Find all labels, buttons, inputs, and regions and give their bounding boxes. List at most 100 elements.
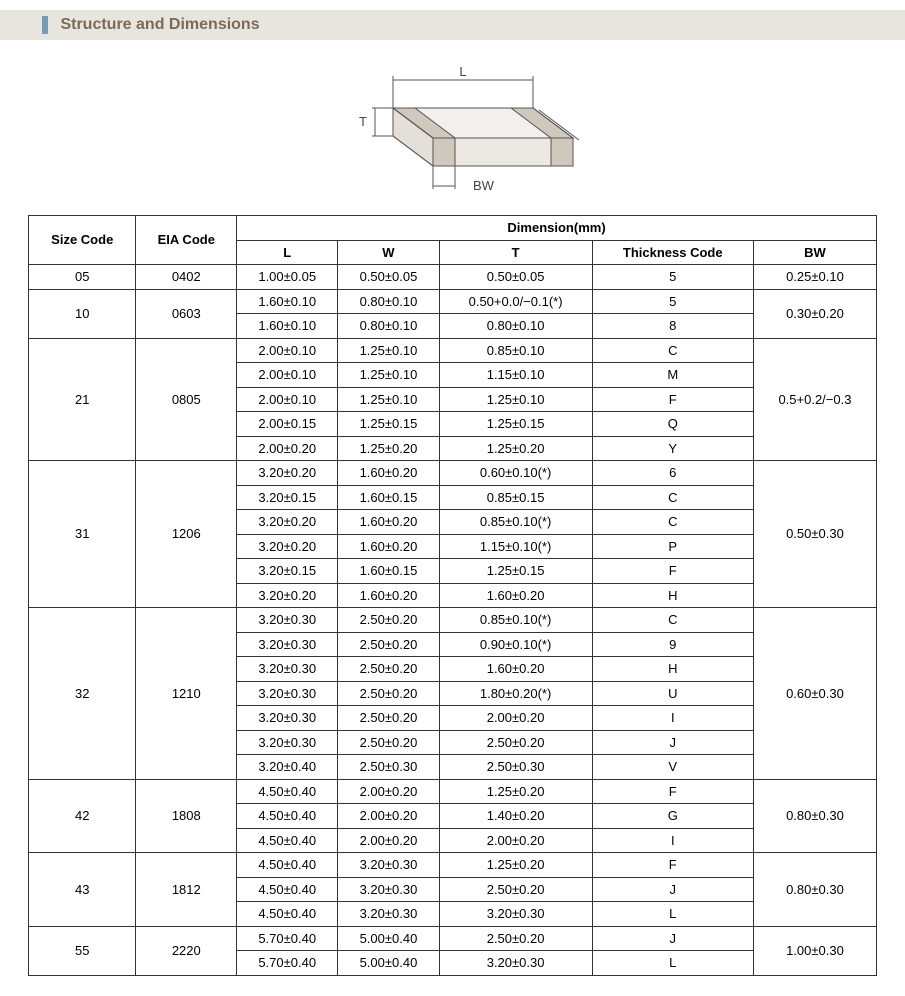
table-row: 4218084.50±0.402.00±0.201.25±0.20F0.80±0… [29,779,877,804]
cell-L: 2.00±0.20 [237,436,338,461]
cell-L: 3.20±0.30 [237,730,338,755]
cell-tc: L [592,951,753,976]
cell-T: 3.20±0.30 [439,902,592,927]
cell-W: 1.60±0.20 [338,510,439,535]
cell-L: 3.20±0.30 [237,657,338,682]
accent-bar [42,16,48,34]
cell-size-code: 10 [29,289,136,338]
svg-text:T: T [359,114,367,129]
cell-L: 5.70±0.40 [237,951,338,976]
cell-T: 2.00±0.20 [439,828,592,853]
cell-L: 4.50±0.40 [237,779,338,804]
cell-L: 3.20±0.20 [237,534,338,559]
cell-eia-code: 2220 [136,926,237,975]
cell-T: 2.50±0.20 [439,926,592,951]
cell-tc: P [592,534,753,559]
cell-tc: F [592,853,753,878]
cell-W: 1.60±0.20 [338,583,439,608]
cell-T: 1.25±0.15 [439,412,592,437]
cell-T: 1.15±0.10 [439,363,592,388]
col-BW: BW [753,240,876,265]
cell-L: 5.70±0.40 [237,926,338,951]
cell-eia-code: 0603 [136,289,237,338]
cell-L: 2.00±0.10 [237,338,338,363]
cell-tc: C [592,485,753,510]
table-row: 3112063.20±0.201.60±0.200.60±0.10(*)60.5… [29,461,877,486]
cell-W: 1.25±0.10 [338,387,439,412]
cell-tc: H [592,583,753,608]
cell-L: 3.20±0.30 [237,632,338,657]
cell-W: 2.50±0.20 [338,706,439,731]
cell-tc: C [592,608,753,633]
cell-tc: Q [592,412,753,437]
cell-tc: F [592,559,753,584]
table-row: 4318124.50±0.403.20±0.301.25±0.20F0.80±0… [29,853,877,878]
cell-T: 0.50±0.05 [439,265,592,290]
cell-T: 2.50±0.20 [439,730,592,755]
cell-tc: C [592,338,753,363]
cell-tc: Y [592,436,753,461]
cell-W: 3.20±0.30 [338,902,439,927]
cell-L: 3.20±0.30 [237,608,338,633]
cell-tc: F [592,387,753,412]
cell-size-code: 55 [29,926,136,975]
cell-W: 0.50±0.05 [338,265,439,290]
cell-L: 3.20±0.20 [237,583,338,608]
cell-W: 1.60±0.15 [338,485,439,510]
cell-L: 4.50±0.40 [237,902,338,927]
cell-W: 1.60±0.20 [338,461,439,486]
cell-bw: 0.80±0.30 [753,779,876,853]
section-header: Structure and Dimensions [0,10,905,40]
cell-L: 3.20±0.30 [237,706,338,731]
cell-T: 1.40±0.20 [439,804,592,829]
col-L: L [237,240,338,265]
cell-tc: J [592,877,753,902]
cell-eia-code: 0402 [136,265,237,290]
cell-T: 2.00±0.20 [439,706,592,731]
cell-tc: 5 [592,265,753,290]
cell-eia-code: 1812 [136,853,237,927]
cell-eia-code: 0805 [136,338,237,461]
cell-size-code: 21 [29,338,136,461]
cell-T: 0.85±0.10(*) [439,608,592,633]
cell-L: 2.00±0.15 [237,412,338,437]
cell-tc: J [592,730,753,755]
cell-T: 0.80±0.10 [439,314,592,339]
cell-W: 1.25±0.10 [338,338,439,363]
cell-bw: 0.60±0.30 [753,608,876,780]
cell-T: 1.80±0.20(*) [439,681,592,706]
col-eia-code: EIA Code [136,216,237,265]
cell-tc: H [592,657,753,682]
cell-W: 0.80±0.10 [338,314,439,339]
table-row: 0504021.00±0.050.50±0.050.50±0.0550.25±0… [29,265,877,290]
cell-L: 1.60±0.10 [237,314,338,339]
cell-T: 1.25±0.20 [439,779,592,804]
cell-T: 0.85±0.10(*) [439,510,592,535]
cell-L: 1.60±0.10 [237,289,338,314]
cell-W: 2.00±0.20 [338,804,439,829]
dimensions-table: Size Code EIA Code Dimension(mm) L W T T… [28,215,877,976]
cell-tc: J [592,926,753,951]
cell-T: 0.90±0.10(*) [439,632,592,657]
section-title: Structure and Dimensions [60,16,259,34]
cell-tc: U [592,681,753,706]
cell-W: 2.50±0.20 [338,632,439,657]
cell-L: 3.20±0.20 [237,461,338,486]
cell-size-code: 05 [29,265,136,290]
cell-T: 0.85±0.15 [439,485,592,510]
cell-tc: 8 [592,314,753,339]
svg-text:BW: BW [473,178,495,193]
cell-L: 2.00±0.10 [237,363,338,388]
col-size-code: Size Code [29,216,136,265]
table-row: 5522205.70±0.405.00±0.402.50±0.20J1.00±0… [29,926,877,951]
cell-tc: 9 [592,632,753,657]
cell-L: 4.50±0.40 [237,877,338,902]
cell-W: 1.25±0.20 [338,436,439,461]
cell-W: 5.00±0.40 [338,926,439,951]
cell-W: 1.60±0.20 [338,534,439,559]
cell-W: 1.60±0.15 [338,559,439,584]
cell-T: 1.15±0.10(*) [439,534,592,559]
cell-tc: I [592,706,753,731]
cell-L: 4.50±0.40 [237,828,338,853]
cell-tc: 6 [592,461,753,486]
